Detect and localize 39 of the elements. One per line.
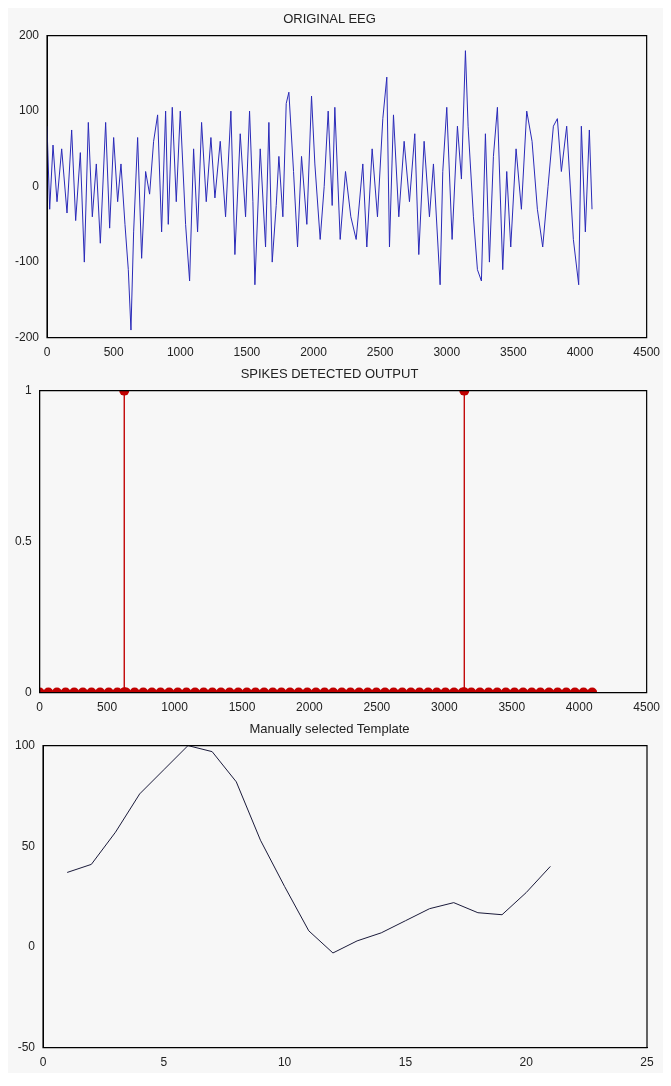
x-tick-label: 4000 — [566, 345, 594, 360]
x-tick-label: 2500 — [363, 700, 391, 715]
x-tick-label: 3000 — [433, 345, 461, 360]
x-tick-label: 1000 — [166, 345, 194, 360]
x-tick-label: 4500 — [633, 345, 661, 360]
y-tick-label: -50 — [17, 1039, 36, 1054]
y-tick-label: 0.5 — [14, 533, 32, 548]
x-tick-label: 5 — [160, 1055, 168, 1070]
x-tick-label: 500 — [97, 700, 118, 715]
x-tick-label: 2500 — [366, 345, 394, 360]
x-tick-label: 1000 — [161, 700, 189, 715]
x-tick-label: 2000 — [296, 700, 324, 715]
x-tick-label: 20 — [519, 1055, 534, 1070]
x-tick-label: 3500 — [500, 345, 528, 360]
x-tick-label: 500 — [103, 345, 124, 360]
x-tick-label: 3500 — [498, 700, 526, 715]
y-tick-label: -200 — [14, 329, 40, 344]
x-tick-label: 4000 — [565, 700, 593, 715]
x-tick-label: 3000 — [430, 700, 458, 715]
chart-title: SPIKES DETECTED OUTPUT — [240, 366, 419, 382]
y-tick-label: 200 — [18, 27, 40, 42]
x-tick-label: 0 — [43, 345, 51, 360]
y-tick-label: 100 — [18, 103, 40, 118]
x-tick-label: 1500 — [233, 345, 261, 360]
y-tick-label: 0 — [28, 939, 36, 954]
x-tick-label: 4500 — [633, 700, 661, 715]
chart-title: ORIGINAL EEG — [283, 11, 376, 27]
y-tick-label: 0 — [24, 684, 32, 699]
y-tick-label: 0 — [32, 178, 40, 193]
x-tick-label: 2000 — [300, 345, 328, 360]
y-tick-label: 1 — [24, 382, 32, 397]
y-tick-label: 50 — [21, 838, 36, 853]
y-tick-label: -100 — [14, 254, 40, 269]
x-tick-label: 15 — [398, 1055, 413, 1070]
x-tick-label: 1500 — [228, 700, 256, 715]
x-tick-label: 25 — [640, 1055, 654, 1070]
y-tick-label: 100 — [14, 737, 36, 752]
chart-title: Manually selected Template — [249, 721, 410, 737]
x-tick-label: 10 — [277, 1055, 292, 1070]
